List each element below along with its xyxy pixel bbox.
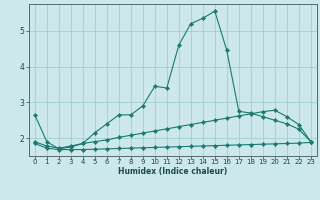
X-axis label: Humidex (Indice chaleur): Humidex (Indice chaleur) bbox=[118, 167, 228, 176]
